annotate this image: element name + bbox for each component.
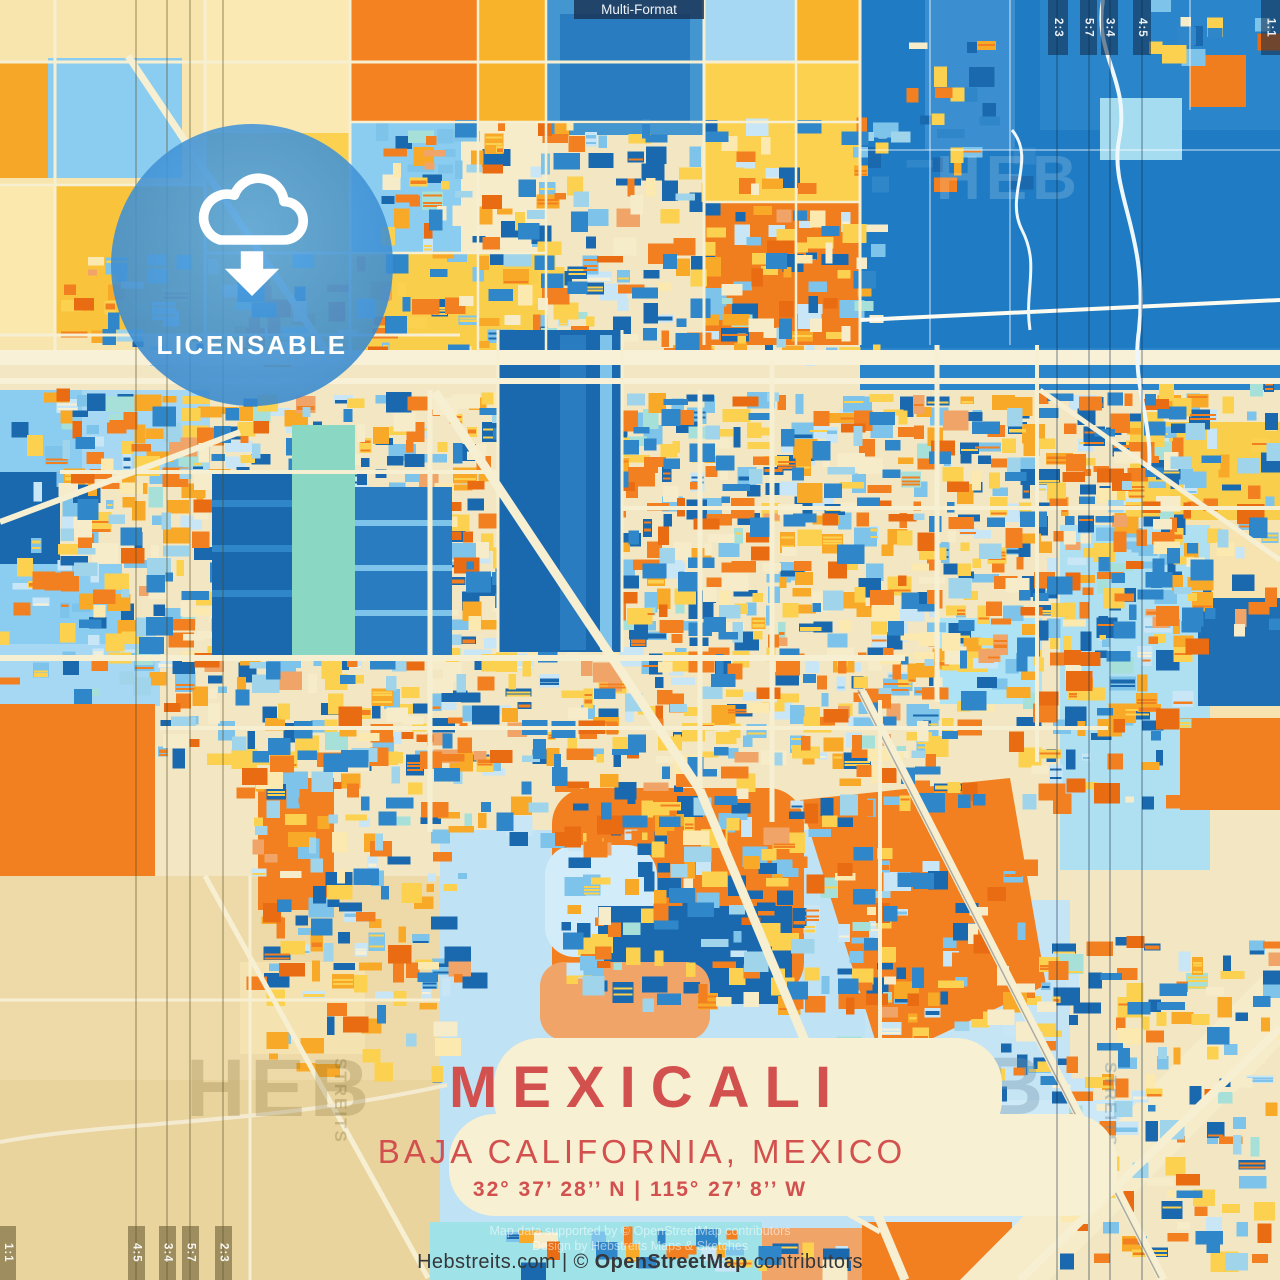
city-title: MEXICALI (448, 1055, 847, 1120)
osm-brand: OpenStreetMap (594, 1251, 748, 1273)
ratio-marker-2-3: 2:3 (215, 1226, 232, 1280)
badge-label: LICENSABLE (156, 330, 348, 360)
design-credit: Design by Hebstreits Maps & Sketches (531, 1239, 749, 1253)
ratio-marker-3-4: 3:4 (159, 1226, 176, 1280)
cloud-download-icon (198, 173, 308, 296)
footer-attribution: Hebstreits.com | © OpenStreetMap contrib… (417, 1251, 863, 1273)
ratio-marker-4-5: 4:5 (1133, 0, 1151, 55)
title-card-background (449, 1114, 1117, 1216)
map-data-credit: Map data supported by © OpenStreetMap co… (489, 1224, 791, 1238)
format-label: Multi-Format (574, 0, 704, 19)
region-subtitle: BAJA CALIFORNIA, MEXICO (377, 1133, 907, 1170)
licensable-badge: LICENSABLE (111, 124, 393, 406)
ratio-marker-5-7: 5:7 (182, 1226, 199, 1280)
ratio-marker-1-1: 1:1 (0, 1226, 16, 1280)
ratio-marker-4-5: 4:5 (128, 1226, 145, 1280)
ratio-marker-5-7: 5:7 (1080, 0, 1097, 55)
ratio-marker-1-1: 1:1 (1261, 0, 1280, 55)
ratio-marker-3-4: 3:4 (1101, 0, 1118, 55)
ratio-marker-2-3: 2:3 (1048, 0, 1068, 55)
coordinates: 32° 37’ 28’’ N | 115° 27’ 8’’ W (472, 1178, 808, 1201)
